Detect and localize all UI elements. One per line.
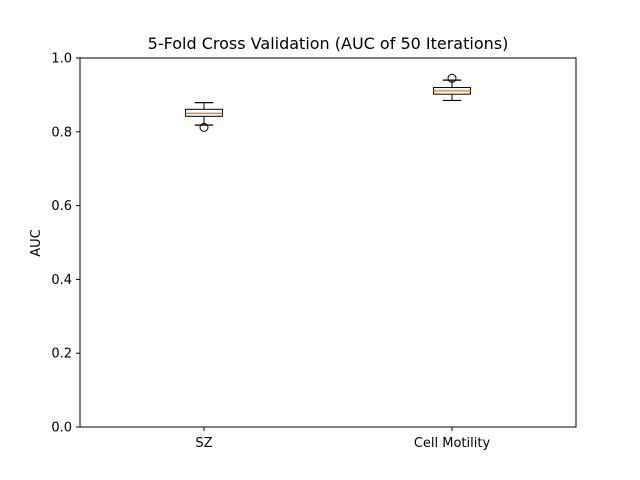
box-1-outlier-0 [447, 73, 457, 83]
chart-title: 5-Fold Cross Validation (AUC of 50 Itera… [148, 34, 509, 53]
y-axis-label: AUC [29, 229, 44, 257]
x-tick-label-1: Cell Motility [414, 436, 491, 451]
y-tick-label-2: 0.4 [51, 273, 72, 288]
plot-area: 0.0 0.2 0.4 0.6 0.8 1.0 SZ Cell Motility [51, 52, 490, 452]
y-tick-label-1: 0.2 [51, 347, 72, 362]
y-tick-label-0: 0.0 [51, 421, 72, 436]
y-tick-label-4: 0.8 [51, 125, 72, 140]
box-0-outlier-0 [199, 122, 209, 132]
x-tick-label-0: SZ [195, 436, 212, 451]
y-tick-label-3: 0.6 [51, 199, 72, 214]
y-tick-label-5: 1.0 [51, 52, 72, 67]
axes-frame [79, 57, 577, 428]
